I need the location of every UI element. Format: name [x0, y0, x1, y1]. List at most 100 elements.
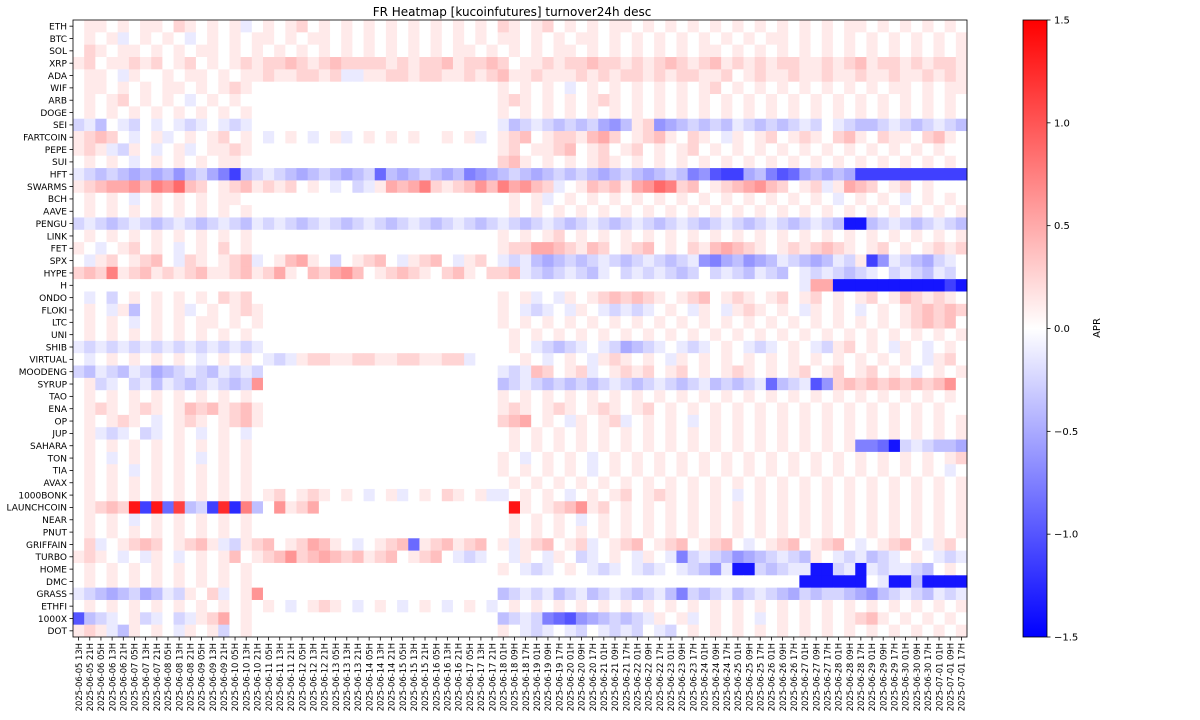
heatmap-cell	[877, 587, 890, 601]
heatmap-cell	[262, 525, 275, 539]
heatmap-cell	[799, 587, 811, 601]
heatmap-cell	[452, 377, 465, 391]
heatmap-cell	[855, 476, 867, 490]
heatmap-cell	[140, 131, 152, 144]
heatmap-cell	[84, 501, 96, 514]
heatmap-cell	[832, 32, 845, 46]
heatmap-cell	[687, 587, 700, 601]
heatmap-cell	[520, 316, 532, 329]
heatmap-cell	[162, 131, 174, 144]
heatmap-cell	[754, 427, 767, 440]
heatmap-cell	[799, 402, 811, 416]
heatmap-cell	[587, 279, 599, 292]
heatmap-cell	[687, 131, 700, 144]
heatmap-cell	[207, 451, 219, 465]
heatmap-cell	[363, 242, 376, 255]
heatmap-cell	[520, 538, 532, 552]
row-label: LTC	[52, 319, 67, 329]
heatmap-cell	[296, 155, 309, 169]
heatmap-cell	[508, 316, 521, 329]
heatmap-cell	[754, 501, 767, 514]
heatmap-cell	[318, 501, 331, 514]
heatmap-cell	[687, 242, 700, 255]
heatmap-cell	[743, 242, 756, 255]
heatmap-cell	[732, 155, 744, 169]
heatmap-cell	[709, 131, 722, 144]
heatmap-cell	[709, 143, 722, 157]
heatmap-cell	[318, 513, 331, 527]
heatmap-cell	[609, 439, 621, 453]
heatmap-cell	[95, 303, 107, 317]
row-label: DMC	[46, 578, 67, 588]
row-label: DOGE	[40, 109, 67, 119]
heatmap-cell	[687, 291, 700, 305]
heatmap-cell	[475, 168, 487, 181]
heatmap-cell	[385, 550, 398, 564]
heatmap-cell	[330, 44, 342, 58]
heatmap-cell	[955, 20, 968, 33]
heatmap-cell	[285, 316, 297, 329]
heatmap-cell	[128, 81, 141, 95]
heatmap-cell	[251, 118, 264, 132]
heatmap-cell	[620, 488, 633, 502]
heatmap-cell	[441, 513, 454, 527]
heatmap-cell	[464, 279, 476, 292]
heatmap-cell	[777, 192, 789, 206]
heatmap-cell	[799, 143, 811, 157]
heatmap-cell	[95, 612, 107, 626]
heatmap-cell	[307, 20, 320, 33]
heatmap-cell	[799, 168, 811, 181]
heatmap-cell	[363, 550, 376, 564]
heatmap-cell	[709, 118, 722, 132]
heatmap-cell	[855, 575, 867, 589]
heatmap-cell	[765, 390, 778, 403]
heatmap-cell	[877, 143, 890, 157]
heatmap-cell	[765, 254, 778, 268]
heatmap-cell	[821, 217, 834, 231]
heatmap-cell	[777, 612, 789, 626]
heatmap-cell	[553, 143, 566, 157]
heatmap-cell	[151, 501, 163, 514]
heatmap-cell	[665, 365, 677, 379]
heatmap-cell	[933, 451, 946, 465]
heatmap-cell	[251, 242, 264, 255]
heatmap-cell	[922, 340, 934, 354]
heatmap-cell	[173, 118, 186, 132]
column-label: 2025-06-29 09H	[878, 643, 888, 711]
heatmap-cell	[642, 44, 655, 58]
heatmap-cell	[888, 340, 901, 354]
heatmap-cell	[464, 291, 476, 305]
heatmap-cell	[620, 624, 633, 638]
heatmap-cell	[620, 44, 633, 58]
heatmap-cell	[620, 414, 633, 428]
heatmap-cell	[397, 612, 409, 626]
heatmap-cell	[587, 303, 599, 317]
heatmap-cell	[642, 587, 655, 601]
heatmap-cell	[497, 587, 510, 601]
heatmap-cell	[430, 612, 443, 626]
heatmap-cell	[866, 291, 879, 305]
heatmap-cell	[486, 118, 499, 132]
heatmap-cell	[341, 624, 353, 638]
heatmap-cell	[240, 365, 253, 379]
heatmap-cell	[207, 390, 219, 403]
heatmap-cell	[173, 501, 186, 514]
heatmap-cell	[821, 328, 834, 342]
heatmap-cell	[564, 451, 577, 465]
heatmap-cell	[944, 575, 957, 589]
heatmap-cell	[229, 155, 242, 169]
heatmap-cell	[676, 340, 689, 354]
heatmap-cell	[709, 612, 722, 626]
heatmap-cell	[207, 106, 219, 120]
heatmap-cell	[73, 451, 85, 465]
heatmap-cell	[642, 550, 655, 564]
heatmap-cell	[542, 205, 554, 218]
heatmap-cell	[363, 439, 376, 453]
heatmap-cell	[184, 155, 197, 169]
heatmap-cell	[788, 439, 800, 453]
heatmap-cell	[955, 353, 968, 366]
heatmap-cell	[721, 538, 733, 552]
heatmap-cell	[777, 217, 789, 231]
heatmap-cell	[855, 266, 867, 280]
heatmap-cell	[777, 501, 789, 514]
